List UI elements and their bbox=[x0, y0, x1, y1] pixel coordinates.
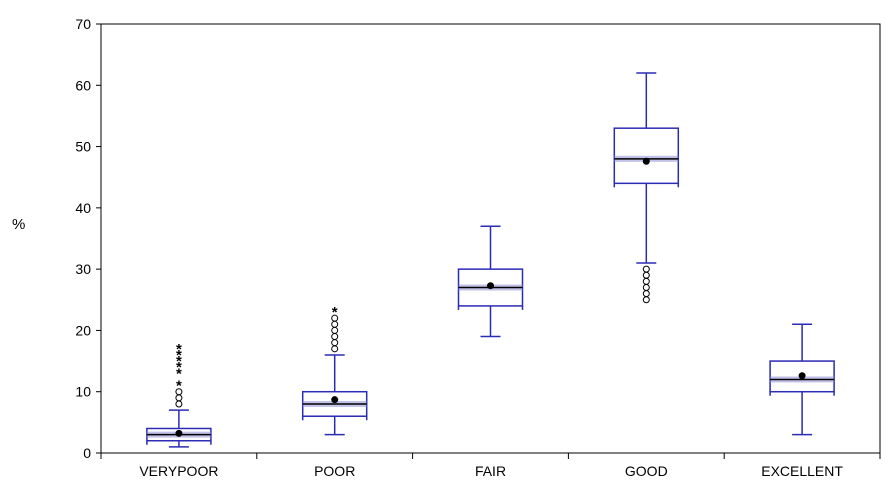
outlier-near bbox=[642, 296, 650, 304]
outlier-far: * bbox=[176, 341, 182, 358]
mean-marker bbox=[487, 282, 494, 290]
mean-marker bbox=[642, 157, 650, 165]
x-category-label: POOR bbox=[314, 463, 355, 479]
outlier-far: * bbox=[176, 347, 182, 364]
outlier-far: * bbox=[332, 304, 338, 321]
outlier-near bbox=[331, 326, 339, 334]
mean-marker bbox=[175, 429, 183, 437]
y-tick-label: 70 bbox=[75, 16, 91, 32]
y-tick-label: 0 bbox=[83, 445, 91, 461]
outlier-far: * bbox=[176, 378, 182, 395]
outlier-near bbox=[175, 394, 183, 402]
box-verypoor: ****** bbox=[146, 341, 212, 448]
outlier-far: * bbox=[176, 353, 182, 370]
x-category-label: GOOD bbox=[625, 463, 668, 479]
outlier-near bbox=[642, 290, 650, 298]
x-category-label: FAIR bbox=[475, 463, 506, 479]
box-good bbox=[613, 72, 680, 304]
y-axis-label: % bbox=[12, 216, 26, 233]
outlier-near bbox=[331, 345, 339, 353]
outlier-near bbox=[331, 320, 339, 328]
outlier-near bbox=[642, 284, 650, 292]
box-poor: * bbox=[301, 304, 368, 436]
y-tick-label: 50 bbox=[75, 139, 91, 155]
outlier-far: * bbox=[176, 359, 182, 376]
outlier-near bbox=[642, 271, 650, 279]
box-excellent bbox=[769, 323, 835, 436]
outlier-near bbox=[331, 333, 339, 341]
outlier-near bbox=[642, 265, 650, 273]
box-fair bbox=[457, 225, 524, 338]
outlier-near bbox=[642, 277, 650, 285]
y-tick-label: 60 bbox=[75, 77, 91, 93]
mean-marker bbox=[798, 372, 806, 380]
mean-marker bbox=[331, 396, 339, 404]
outlier-far: * bbox=[176, 365, 182, 382]
y-tick-label: 10 bbox=[75, 384, 91, 400]
y-tick-label: 40 bbox=[75, 200, 91, 216]
y-tick-label: 20 bbox=[75, 322, 91, 338]
x-category-label: VERYPOOR bbox=[139, 463, 218, 479]
outlier-near bbox=[331, 314, 339, 322]
x-category-label: EXCELLENT bbox=[761, 463, 843, 479]
outlier-near bbox=[175, 400, 183, 408]
outlier-near bbox=[175, 388, 183, 396]
plot-frame bbox=[100, 23, 881, 454]
iqr-box bbox=[613, 127, 680, 185]
y-tick-label: 30 bbox=[75, 261, 91, 277]
outlier-near bbox=[331, 339, 339, 347]
